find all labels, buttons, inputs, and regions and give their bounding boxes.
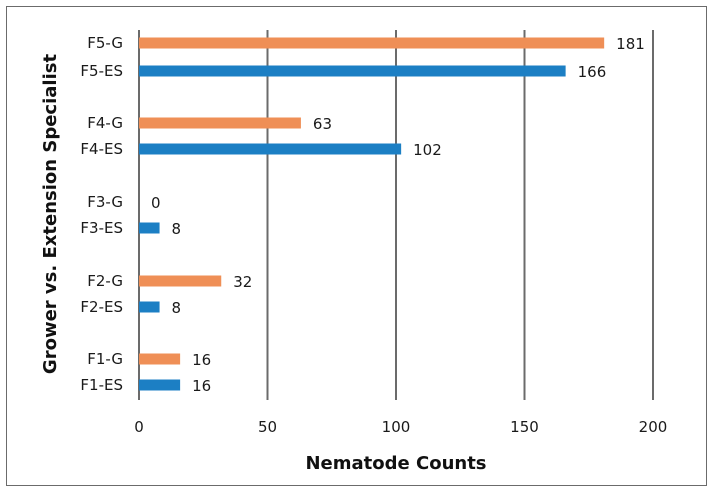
category-label: F4-G	[87, 114, 123, 132]
bar-f3-es	[139, 222, 160, 234]
data-label: 0	[151, 194, 161, 212]
x-tick-label: 50	[258, 418, 277, 436]
data-label: 102	[413, 141, 442, 159]
x-tick-label: 0	[134, 418, 144, 436]
category-label: F2-ES	[80, 298, 123, 316]
data-label: 16	[192, 351, 211, 369]
bar-f4-es	[139, 143, 402, 155]
bar-f2-g	[139, 275, 222, 287]
category-label: F4-ES	[80, 140, 123, 158]
data-label: 181	[616, 35, 645, 53]
category-label: F3-G	[87, 193, 123, 211]
category-label: F1-ES	[80, 376, 123, 394]
bar-f2-es	[139, 301, 160, 313]
bar-f1-g	[139, 353, 181, 365]
category-label: F1-G	[87, 350, 123, 368]
data-label: 16	[192, 377, 211, 395]
data-label: 63	[313, 115, 332, 133]
bar-f1-es	[139, 379, 181, 391]
bar-f5-es	[139, 65, 566, 77]
y-axis-title: Grower vs. Extension Specialist	[40, 54, 61, 375]
category-label: F5-ES	[80, 62, 123, 80]
data-label: 166	[578, 63, 607, 81]
x-tick-label: 150	[510, 418, 539, 436]
chart-frame	[6, 6, 707, 486]
category-label: F3-ES	[80, 219, 123, 237]
category-label: F5-G	[87, 34, 123, 52]
data-label: 32	[233, 273, 252, 291]
x-axis-title: Nematode Counts	[305, 453, 486, 474]
category-label: F2-G	[87, 272, 123, 290]
data-label: 8	[172, 220, 182, 238]
x-tick-label: 100	[382, 418, 411, 436]
x-tick-label: 200	[639, 418, 668, 436]
bar-f5-g	[139, 37, 605, 49]
data-label: 8	[172, 299, 182, 317]
bar-f4-g	[139, 117, 301, 129]
